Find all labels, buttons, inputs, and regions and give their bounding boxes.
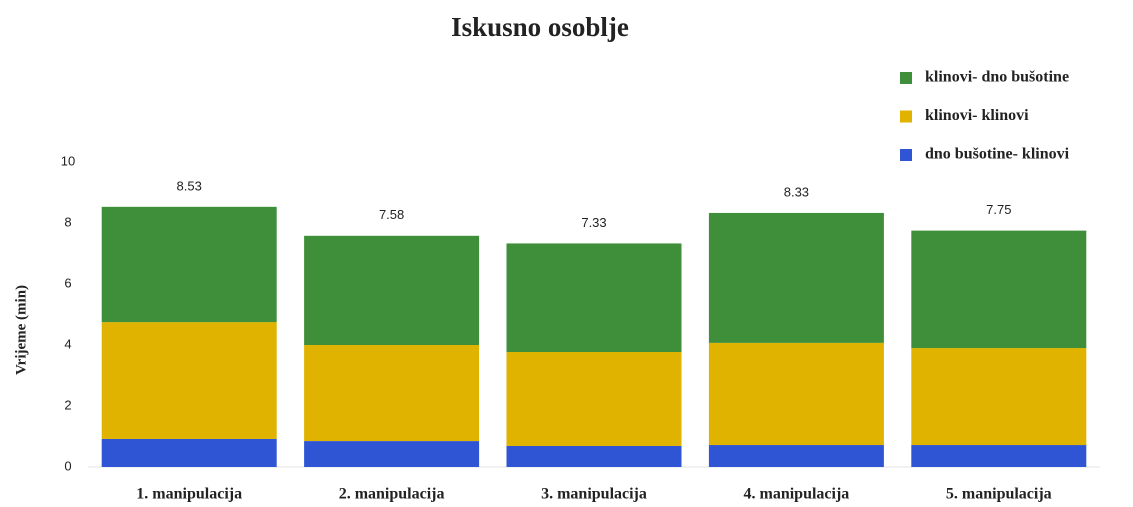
legend-swatch — [900, 149, 912, 161]
y-axis-label: Vrijeme (min) — [13, 285, 29, 375]
total-label: 7.58 — [379, 207, 404, 222]
legend-label: klinovi- dno bušotine — [925, 69, 1069, 86]
total-label: 7.75 — [986, 202, 1011, 217]
y-tick-label: 10 — [61, 153, 75, 168]
bar-segment — [304, 441, 480, 467]
bar-segment — [708, 445, 884, 467]
chart-title: Iskusno osoblje — [451, 12, 629, 42]
legend-swatch — [900, 72, 912, 84]
bar-segment — [304, 345, 480, 442]
bar-segment — [506, 352, 682, 446]
total-label: 8.33 — [784, 184, 809, 199]
bar-segment — [911, 445, 1087, 467]
y-tick-label: 8 — [64, 214, 71, 229]
x-tick-label: 5. manipulacija — [946, 486, 1052, 503]
y-tick-label: 0 — [64, 458, 71, 473]
bar-segment — [506, 243, 682, 353]
bar-segment — [101, 438, 277, 467]
bar-segment — [101, 322, 277, 439]
y-tick-label: 6 — [64, 275, 71, 290]
bar-segment — [506, 445, 682, 467]
legend-swatch — [900, 110, 912, 123]
bar-segment — [304, 235, 480, 345]
legend-label: klinovi- klinovi — [925, 107, 1029, 124]
bar-segment — [911, 348, 1087, 446]
bar-segment — [911, 230, 1087, 349]
x-tick-label: 2. manipulacija — [339, 486, 445, 503]
bar-segment — [101, 206, 277, 323]
bar-segment — [708, 342, 884, 446]
x-tick-label: 1. manipulacija — [136, 486, 242, 503]
y-tick-label: 2 — [64, 397, 71, 412]
bar-segment — [708, 212, 884, 343]
y-tick-label: 4 — [64, 336, 71, 351]
total-label: 8.53 — [177, 178, 202, 193]
x-tick-label: 4. manipulacija — [744, 486, 850, 503]
total-label: 7.33 — [581, 215, 606, 230]
x-tick-label: 3. manipulacija — [541, 486, 647, 503]
legend-label: dno bušotine- klinovi — [925, 146, 1070, 163]
